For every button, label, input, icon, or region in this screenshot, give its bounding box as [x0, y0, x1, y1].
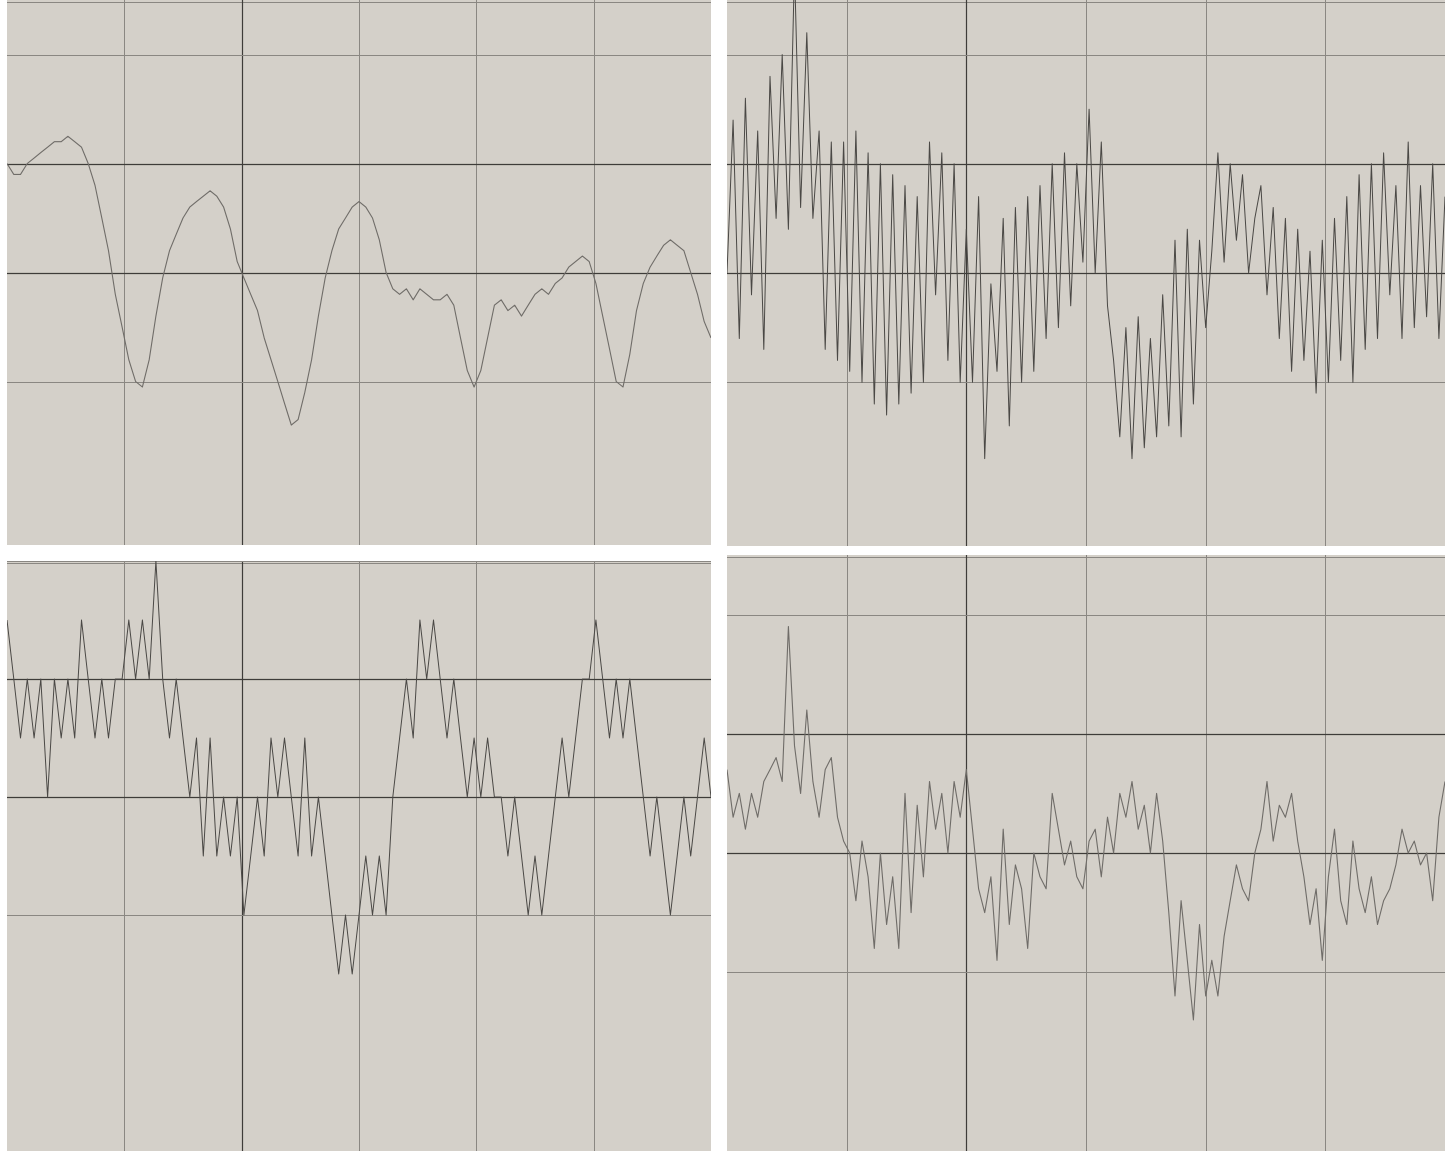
waveform-chart-1: [7, 0, 711, 545]
waveform-series-line: [7, 561, 711, 975]
waveform-series-line: [727, 625, 1445, 1021]
waveform-series-line: [727, 0, 1445, 460]
chart-panel-bottom-left: [7, 561, 711, 1151]
chart-panel-top-left: [7, 0, 711, 545]
chart-panel-top-right: [727, 0, 1445, 546]
waveform-chart-4: [727, 555, 1445, 1151]
waveform-chart-3: [7, 561, 711, 1151]
waveform-chart-2: [727, 0, 1445, 546]
chart-panel-bottom-right: [727, 555, 1445, 1151]
waveform-series-line: [7, 135, 711, 426]
